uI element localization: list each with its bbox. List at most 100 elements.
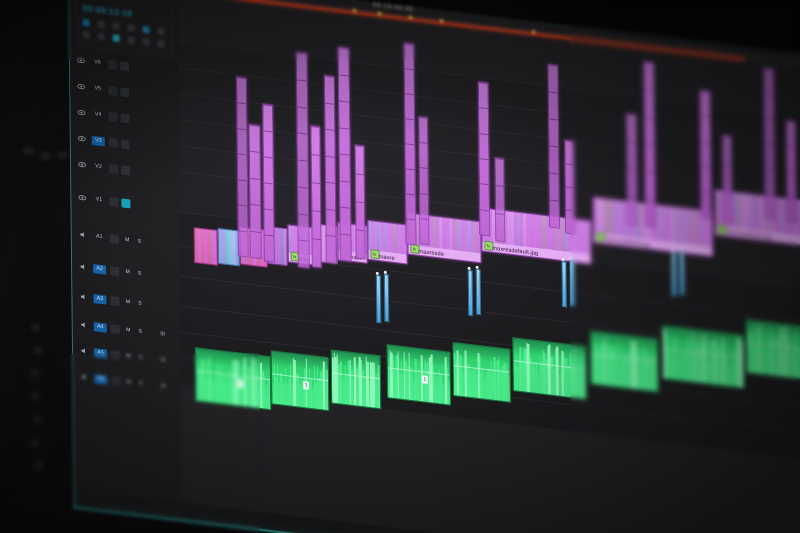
solo-button[interactable]: S — [138, 327, 142, 335]
track-lock-button[interactable] — [108, 111, 118, 122]
keyframe-dot[interactable] — [375, 271, 379, 276]
video-clip-stacked[interactable] — [625, 112, 638, 227]
mute-button[interactable]: M — [125, 298, 131, 305]
video-clip-stacked[interactable] — [547, 63, 561, 229]
video-clip-stacked[interactable] — [337, 46, 352, 262]
keyframe-dot[interactable] — [561, 257, 565, 262]
keyframe-dot[interactable] — [679, 247, 683, 252]
transition-handle[interactable] — [561, 260, 567, 308]
linked-selection-icon[interactable] — [127, 36, 135, 44]
audio-clip[interactable] — [661, 324, 745, 389]
track-lock-button[interactable] — [108, 137, 118, 148]
video-clip-stacked[interactable] — [262, 103, 275, 263]
video-clip-stacked[interactable] — [785, 119, 797, 224]
video-clip-stacked[interactable] — [323, 74, 337, 265]
solo-button[interactable]: S — [138, 299, 142, 307]
track-name-v2[interactable]: V2 — [95, 162, 102, 170]
mute-button[interactable]: M — [126, 352, 131, 360]
solo-button[interactable]: S — [137, 269, 142, 277]
video-clip-stacked[interactable] — [235, 76, 249, 258]
audio-clip[interactable] — [590, 330, 659, 393]
mute-button[interactable]: M — [125, 236, 130, 243]
voice-over-record-button[interactable]: S! — [160, 356, 166, 364]
video-clip-stacked[interactable] — [354, 144, 366, 260]
video-clip-stacked[interactable] — [477, 80, 491, 237]
track-lock-button[interactable] — [109, 196, 119, 207]
track-name-v6[interactable]: V6 — [94, 58, 101, 66]
audio-clip[interactable]: 1 — [194, 347, 272, 411]
solo-button[interactable]: S — [139, 380, 143, 387]
settings-icon[interactable] — [157, 39, 165, 48]
transition-handle[interactable] — [375, 274, 382, 324]
track-name-v3[interactable]: V3 — [91, 135, 105, 146]
eye-icon[interactable] — [78, 160, 86, 169]
snap-toggle-icon[interactable] — [112, 34, 120, 43]
sequence-marker[interactable] — [378, 12, 382, 16]
selection-tool-icon[interactable] — [82, 18, 90, 27]
voice-over-record-button[interactable]: S! — [160, 382, 166, 390]
marker-icon[interactable] — [142, 37, 150, 46]
track-lock-button[interactable] — [110, 265, 120, 276]
sync-lock-button[interactable] — [119, 60, 130, 71]
mute-button[interactable]: M — [126, 326, 131, 333]
mute-button[interactable]: M — [126, 378, 131, 386]
track-lock-button[interactable] — [109, 163, 119, 174]
track-name-a1[interactable]: A1 — [95, 232, 103, 240]
video-clip-stacked[interactable] — [418, 115, 430, 246]
keyframe-dot[interactable] — [671, 249, 675, 253]
audio-clip[interactable]: 1 — [270, 350, 330, 412]
keyframe-dot[interactable] — [467, 266, 471, 271]
voice-over-record-button[interactable]: S! — [160, 330, 166, 338]
eye-icon[interactable] — [78, 193, 87, 202]
razor-icon[interactable] — [127, 24, 135, 32]
eye-icon[interactable] — [77, 134, 86, 143]
video-clip-stacked[interactable] — [310, 124, 322, 269]
transition-handle[interactable] — [569, 259, 575, 307]
playhead-timecode[interactable]: 00:09:12:18 — [82, 2, 133, 19]
speaker-icon[interactable] — [80, 320, 88, 329]
sync-lock-button[interactable] — [120, 86, 130, 97]
audio-clip[interactable] — [745, 318, 800, 384]
video-clip[interactable] — [193, 227, 218, 266]
video-clip-stacked[interactable] — [295, 51, 310, 269]
track-name-a3[interactable]: A3 — [93, 293, 107, 305]
sync-lock-button[interactable] — [120, 138, 130, 149]
video-clip-stacked[interactable] — [494, 156, 506, 243]
speaker-icon[interactable] — [79, 230, 87, 239]
pen-tool-icon[interactable] — [157, 27, 165, 36]
slip-tool-icon[interactable] — [142, 25, 150, 34]
track-name-a6[interactable]: A6 — [94, 373, 108, 385]
track-lock-button[interactable] — [108, 85, 118, 96]
video-clip-stacked[interactable] — [403, 42, 417, 246]
sequence-marker[interactable] — [532, 30, 536, 34]
mute-button[interactable]: M — [125, 268, 130, 275]
transition-handle[interactable] — [475, 268, 482, 316]
track-name-a5[interactable]: A5 — [93, 347, 108, 359]
video-clip-stacked[interactable] — [763, 67, 776, 221]
zoom-tool-icon[interactable] — [97, 32, 105, 41]
solo-button[interactable]: S — [138, 353, 143, 361]
video-clip-stacked[interactable] — [643, 60, 656, 229]
video-clip-stacked[interactable] — [248, 123, 262, 260]
speaker-icon[interactable] — [79, 292, 87, 301]
sync-lock-button[interactable] — [120, 112, 130, 123]
track-lock-button[interactable] — [109, 233, 119, 244]
audio-clip[interactable]: 1 — [386, 344, 452, 406]
ripple-edit-icon[interactable] — [112, 22, 120, 31]
sequence-marker[interactable] — [439, 19, 443, 23]
video-clip-stacked[interactable] — [721, 134, 733, 224]
keyframe-dot[interactable] — [475, 265, 479, 270]
track-name-v4[interactable]: V4 — [94, 110, 102, 118]
transition-handle[interactable] — [467, 269, 474, 317]
track-name-v5[interactable]: V5 — [94, 84, 102, 92]
transition-handle[interactable] — [671, 252, 677, 297]
video-clip-stacked[interactable] — [699, 89, 712, 219]
keyframe-dot[interactable] — [383, 270, 387, 275]
video-clip-stacked[interactable] — [564, 139, 576, 235]
speaker-icon[interactable] — [79, 262, 87, 271]
audio-clip[interactable] — [452, 341, 511, 403]
eye-icon[interactable] — [77, 82, 86, 91]
track-name-v1[interactable]: V1 — [95, 195, 103, 203]
transition-handle[interactable] — [383, 273, 390, 323]
track-lock-button[interactable] — [110, 295, 120, 306]
